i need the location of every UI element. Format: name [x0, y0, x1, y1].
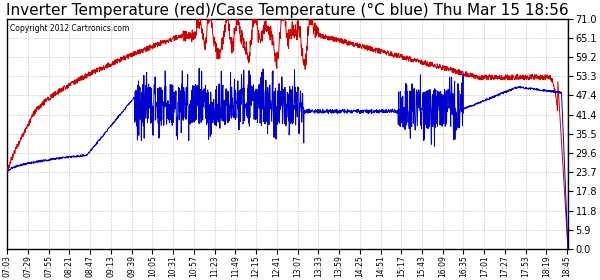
Title: Inverter Temperature (red)/Case Temperature (°C blue) Thu Mar 15 18:56: Inverter Temperature (red)/Case Temperat…: [7, 3, 569, 18]
Text: Copyright 2012 Cartronics.com: Copyright 2012 Cartronics.com: [10, 24, 130, 32]
